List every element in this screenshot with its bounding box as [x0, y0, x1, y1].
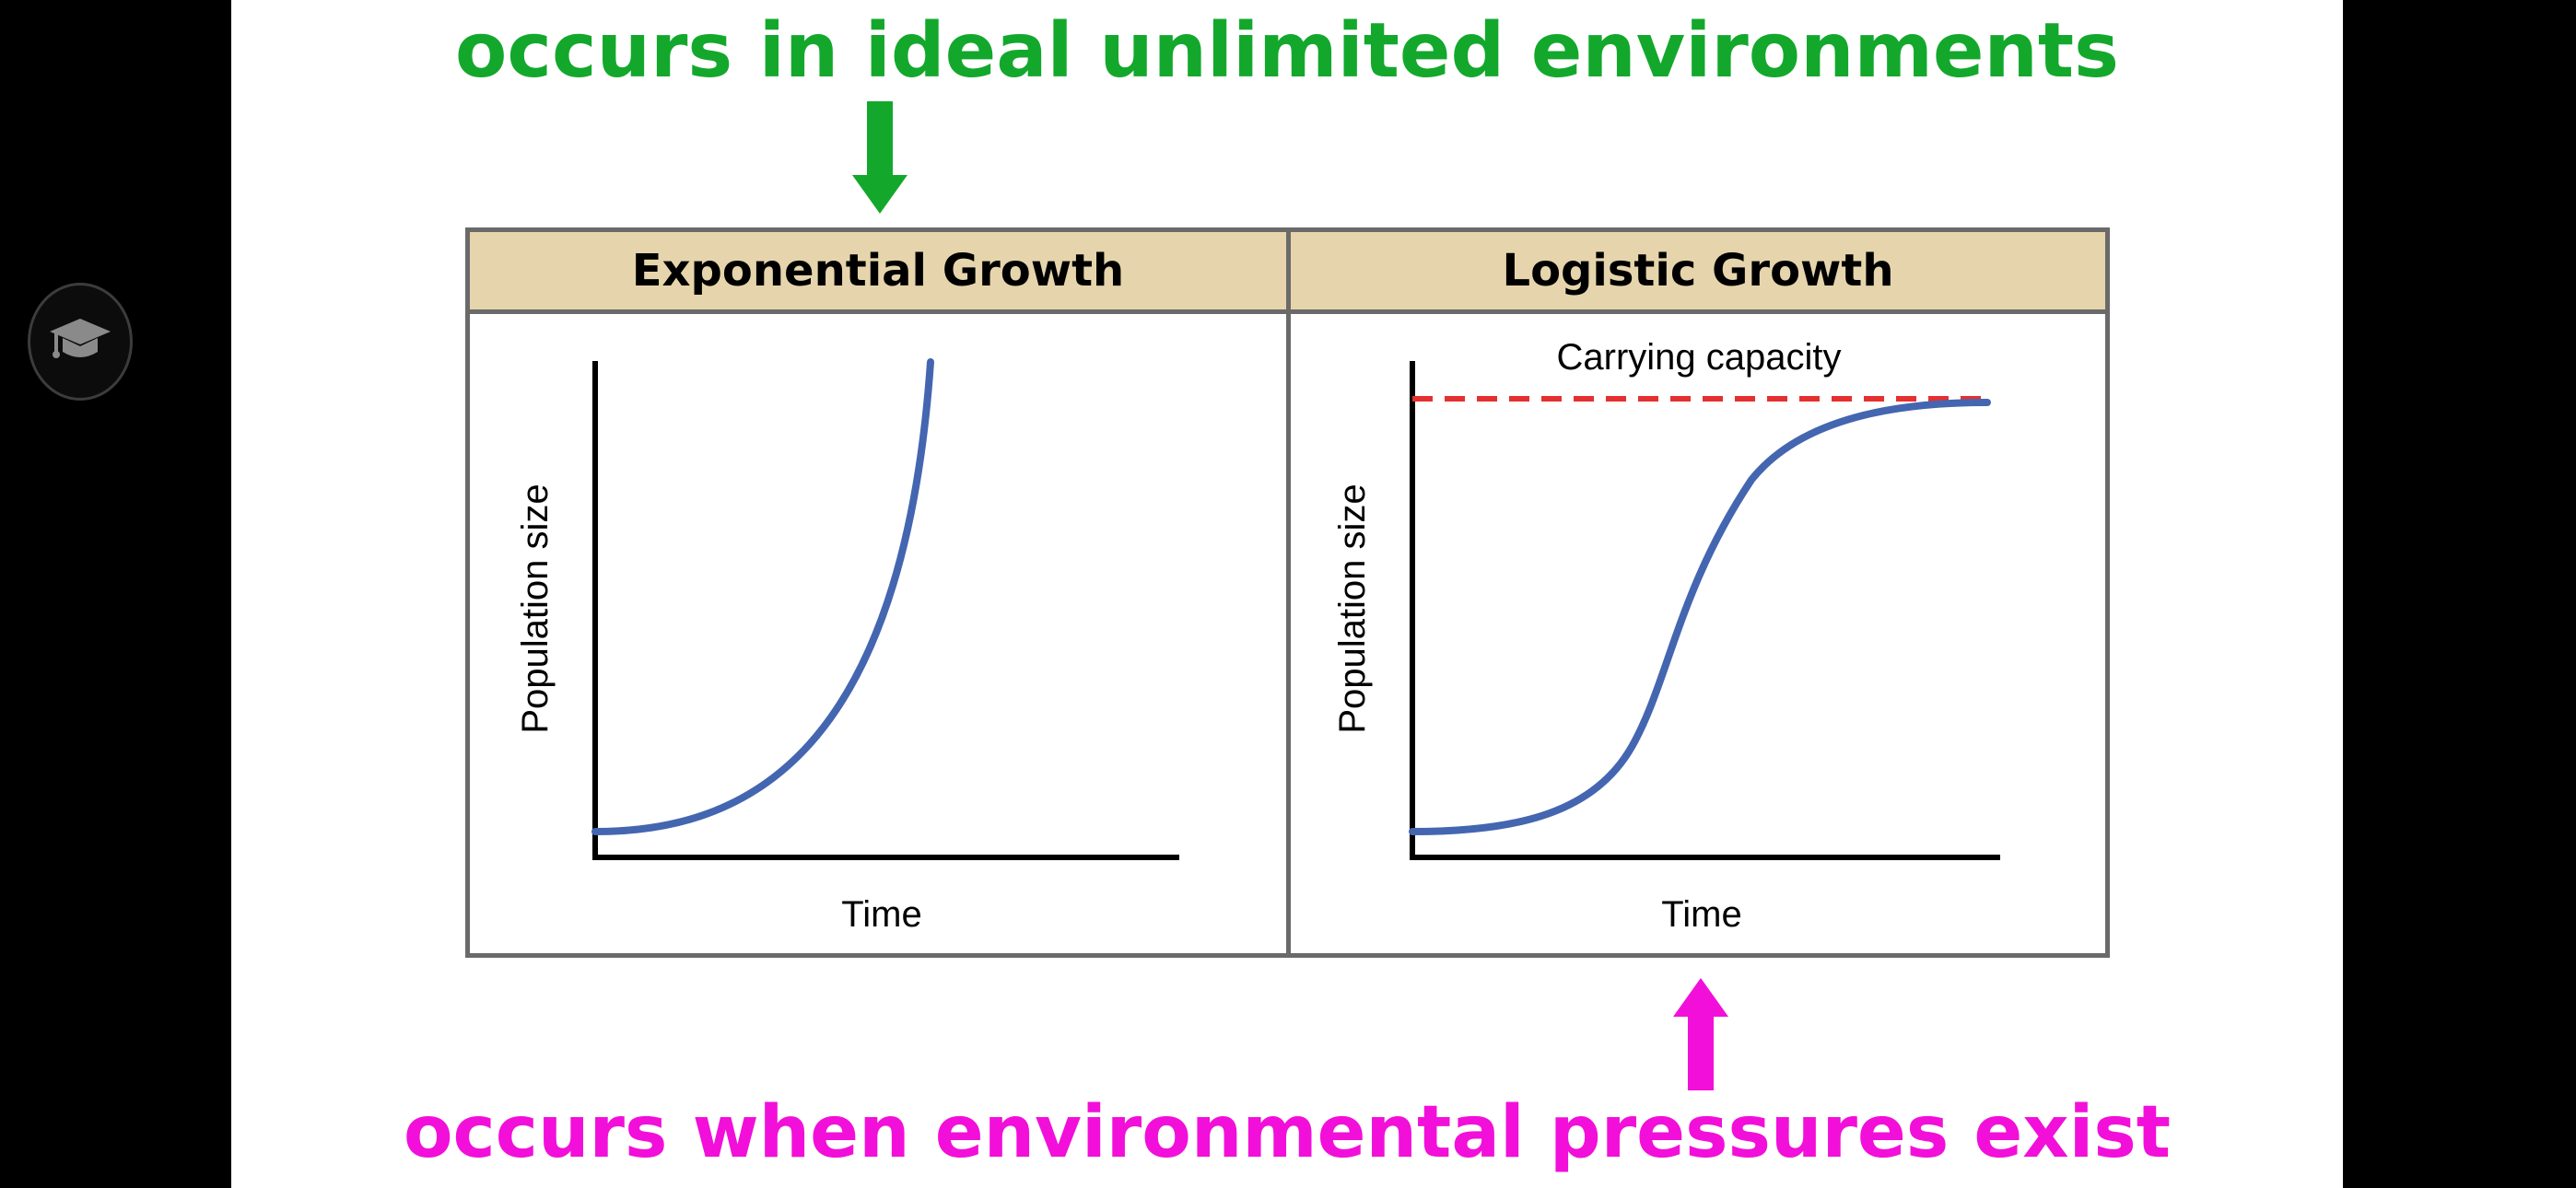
- arrow-down-icon: [852, 101, 907, 214]
- panel-title: Logistic Growth: [1291, 232, 2105, 314]
- logistic-growth-graph: Carrying capacity Population size Time: [1332, 337, 2000, 935]
- logistic-curve: [1409, 399, 1991, 835]
- panel-title: Exponential Growth: [470, 232, 1286, 314]
- y-axis-label: Population size: [1332, 483, 1373, 733]
- graduation-cap-icon: [50, 319, 111, 358]
- exponential-growth-graph: Population size Time: [515, 358, 1179, 935]
- exponential-curve: [591, 358, 934, 835]
- exponential-growth-panel: Exponential Growth Population size Time: [470, 232, 1291, 953]
- bottom-caption: occurs when environmental pressures exis…: [403, 1091, 2172, 1174]
- carrying-capacity-label: Carrying capacity: [1556, 337, 1841, 378]
- arrow-up-icon: [1673, 978, 1728, 1090]
- y-axis-label: Population size: [515, 483, 556, 733]
- growth-comparison-figure: Exponential Growth Population size Time …: [465, 227, 2110, 958]
- logistic-growth-panel: Logistic Growth Carrying capacity Popula…: [1291, 232, 2105, 953]
- course-button[interactable]: [28, 283, 133, 401]
- x-axis-label: Time: [841, 894, 921, 935]
- top-caption: occurs in ideal unlimited environments: [455, 7, 2119, 95]
- x-axis-label: Time: [1661, 894, 1741, 935]
